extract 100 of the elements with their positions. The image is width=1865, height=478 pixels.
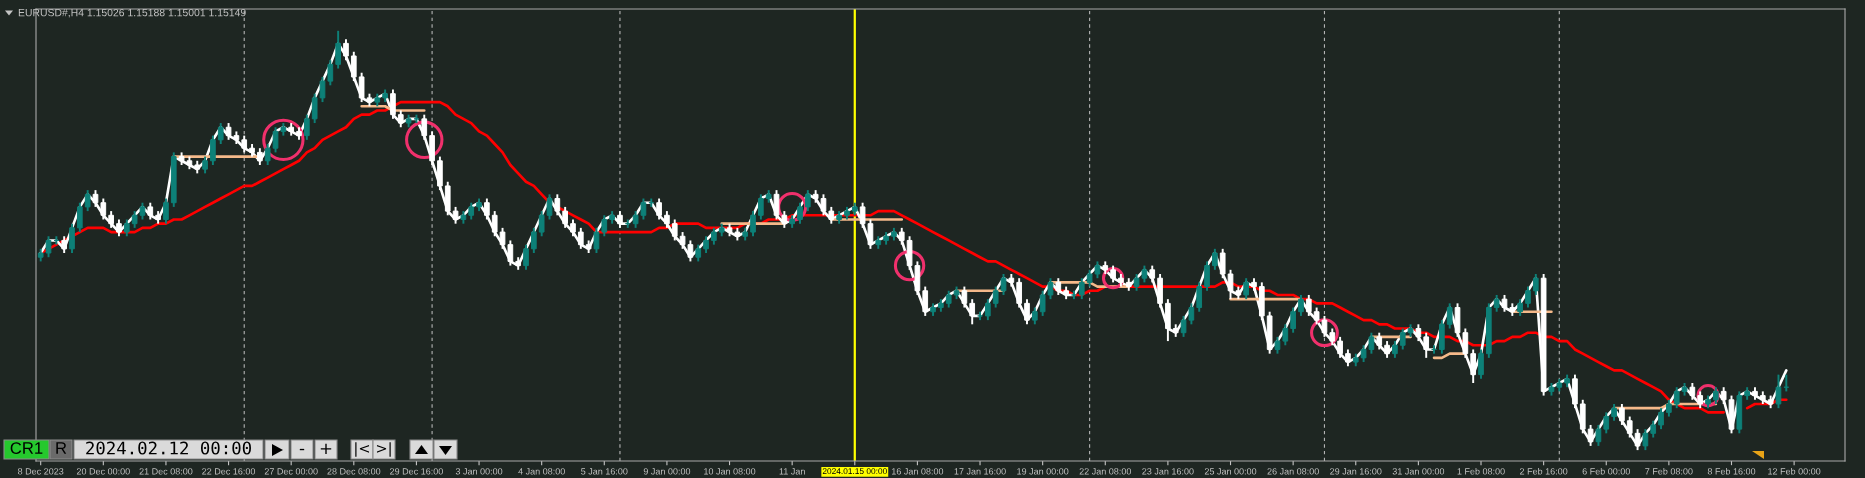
candlestick (163, 197, 169, 225)
candlestick (327, 59, 334, 87)
x-tick-label: 25 Jan 00:00 (1204, 468, 1257, 475)
candlestick (1219, 247, 1226, 280)
candlestick (304, 113, 310, 141)
candlestick (758, 193, 764, 221)
candlestick (1619, 403, 1625, 426)
candlestick (1532, 273, 1539, 296)
x-tick-label: 12 Feb 00:00 (1768, 467, 1821, 475)
x-tick-label: 11 Jan (779, 468, 805, 475)
annotation: >| (376, 442, 391, 457)
candlestick (985, 298, 991, 322)
annotation: R (56, 442, 67, 454)
candlestick (1775, 373, 1782, 410)
x-tick-label: 2 Feb 16:00 (1519, 467, 1568, 475)
annotation: CR1 (10, 442, 43, 454)
candlestick (1016, 277, 1023, 309)
x-tick-label: 7 Feb 08:00 (1645, 467, 1693, 475)
candlestick (1282, 323, 1289, 347)
candlestick (1595, 423, 1602, 447)
candlestick (1305, 293, 1312, 317)
candlestick (1446, 302, 1453, 330)
x-tick-label: 21 Dec 08:00 (139, 468, 193, 475)
candlestick (1078, 277, 1085, 301)
x-tick-label: 5 Jan 16:00 (581, 468, 628, 475)
annotation: + (320, 443, 332, 455)
candlestick (656, 197, 662, 221)
candlestick (531, 226, 537, 254)
candlestick (671, 218, 678, 242)
candlestick (84, 189, 91, 213)
x-tick-label: 9 Jan 00:00 (643, 468, 691, 475)
candlestick (264, 143, 271, 166)
candlestick (45, 235, 52, 259)
candlestick (1337, 335, 1343, 359)
candlestick (335, 29, 341, 70)
x-tick-label: 17 Jan 16:00 (954, 468, 1006, 475)
candlestick (1626, 415, 1633, 439)
x-tick-label: 22 Dec 16:00 (202, 468, 256, 475)
candlestick (77, 201, 83, 234)
candlestick (562, 205, 568, 229)
candlestick (1212, 247, 1218, 271)
annotation: 2024.02.12 00:00 (86, 441, 251, 455)
x-tick-label: 4 Jan 08:00 (518, 468, 565, 475)
candlestick (577, 226, 584, 250)
candlestick (992, 285, 999, 309)
candlestick (750, 210, 756, 238)
candlestick (421, 113, 428, 141)
candlestick (217, 122, 224, 145)
candlestick (100, 197, 107, 221)
candlestick (1603, 411, 1610, 435)
x-tick-label: 29 Dec 16:00 (390, 468, 443, 475)
x-tick-label: 10 Jan 08:00 (704, 468, 756, 475)
x-tick-label: 8 Feb 16:00 (1707, 467, 1756, 475)
x-tick-label: 27 Dec 00:00 (264, 468, 318, 475)
candlestick (1024, 298, 1030, 326)
x-tick-label: 16 Jan 08:00 (892, 468, 944, 475)
candlestick (1642, 428, 1649, 452)
candlestick (1470, 348, 1477, 384)
x-tick-label: 31 Jan 00:00 (1392, 468, 1445, 475)
x-tick-label: 3 Jan 00:00 (455, 468, 503, 475)
candlestick (546, 193, 553, 221)
candlestick (969, 298, 976, 326)
candlestick (1673, 386, 1680, 410)
x-tick-label: 26 Jan 08:00 (1267, 468, 1319, 475)
annotation: |< (355, 442, 370, 457)
candlestick (350, 50, 357, 83)
candlestick (593, 226, 600, 254)
candlestick (210, 134, 216, 166)
candlestick (390, 88, 396, 120)
candlestick (961, 285, 968, 309)
candlestick (69, 222, 75, 254)
candlestick (922, 285, 929, 317)
x-tick-label: 29 Jan 16:00 (1330, 468, 1382, 475)
x-tick-label: 19 Jan 00:00 (1017, 468, 1069, 475)
annotation: - (299, 448, 305, 451)
x-tick-label: 22 Jan 08:00 (1079, 468, 1132, 475)
chart-title: EURUSD#,H4 1.15026 1.15188 1.15001 1.15149 (18, 8, 246, 18)
candlestick (554, 193, 561, 217)
candlestick (797, 201, 803, 225)
candlestick (1290, 306, 1296, 334)
candlestick (804, 189, 811, 213)
candlestick (1196, 281, 1203, 313)
candlestick (1204, 260, 1210, 292)
x-tick-label: 20 Dec 00:00 (76, 468, 130, 475)
candlestick (538, 210, 545, 238)
candlestick (1298, 293, 1304, 317)
candlestick (1658, 407, 1664, 431)
candlestick (1399, 327, 1406, 351)
candlestick (1243, 277, 1250, 301)
candlestick (484, 197, 490, 221)
candlestick (601, 214, 608, 238)
candlestick (491, 210, 498, 238)
x-tick-label: 23 Jan 16:00 (1142, 468, 1194, 475)
candlestick (1423, 331, 1430, 359)
x-tick-label: 1 Feb 08:00 (1457, 467, 1505, 475)
x-tick-label: 2024.01.15 00:00 (822, 468, 887, 475)
x-tick-label: 6 Feb 00:00 (1582, 467, 1630, 475)
x-tick-label: 8 Dec 2023 (18, 468, 64, 475)
candlestick (1478, 348, 1484, 380)
x-tick-label: 28 Dec 08:00 (327, 468, 381, 475)
